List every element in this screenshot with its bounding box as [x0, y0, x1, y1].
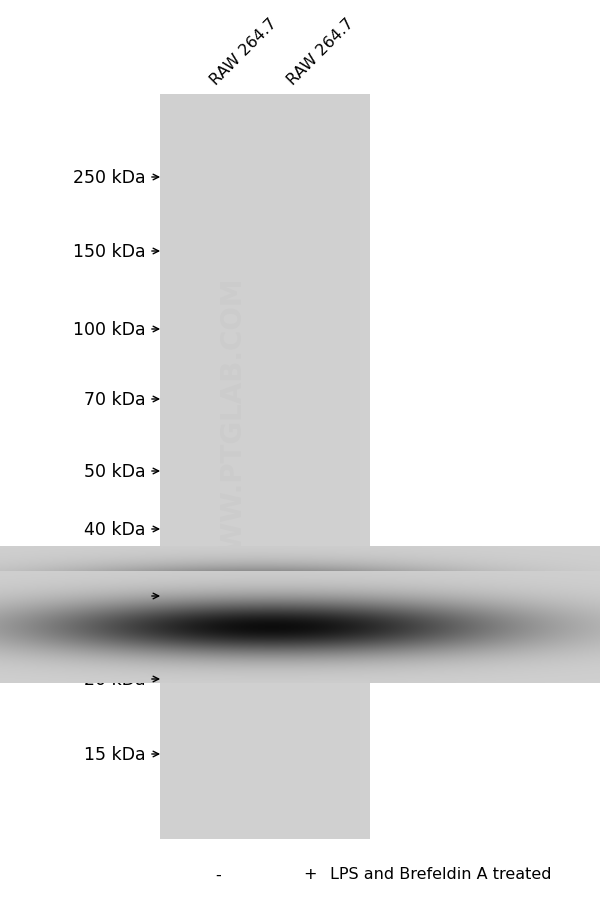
- Text: 100 kDa: 100 kDa: [73, 320, 146, 338]
- Text: 20 kDa: 20 kDa: [85, 670, 146, 688]
- Text: 15 kDa: 15 kDa: [85, 745, 146, 763]
- Text: 150 kDa: 150 kDa: [73, 243, 146, 261]
- Text: 50 kDa: 50 kDa: [85, 463, 146, 481]
- Text: 70 kDa: 70 kDa: [85, 391, 146, 409]
- Bar: [160, 95, 370, 839]
- Text: -: -: [215, 867, 221, 881]
- Text: 250 kDa: 250 kDa: [73, 169, 146, 187]
- Text: 40 kDa: 40 kDa: [85, 520, 146, 538]
- Text: RAW 264.7: RAW 264.7: [284, 15, 356, 87]
- Text: +: +: [303, 867, 317, 881]
- Text: 30 kDa: 30 kDa: [85, 587, 146, 605]
- Text: RAW 264.7: RAW 264.7: [208, 15, 280, 87]
- Text: LPS and Brefeldin A treated: LPS and Brefeldin A treated: [330, 867, 551, 881]
- Text: WWW.PTGLAB.COM: WWW.PTGLAB.COM: [220, 278, 248, 582]
